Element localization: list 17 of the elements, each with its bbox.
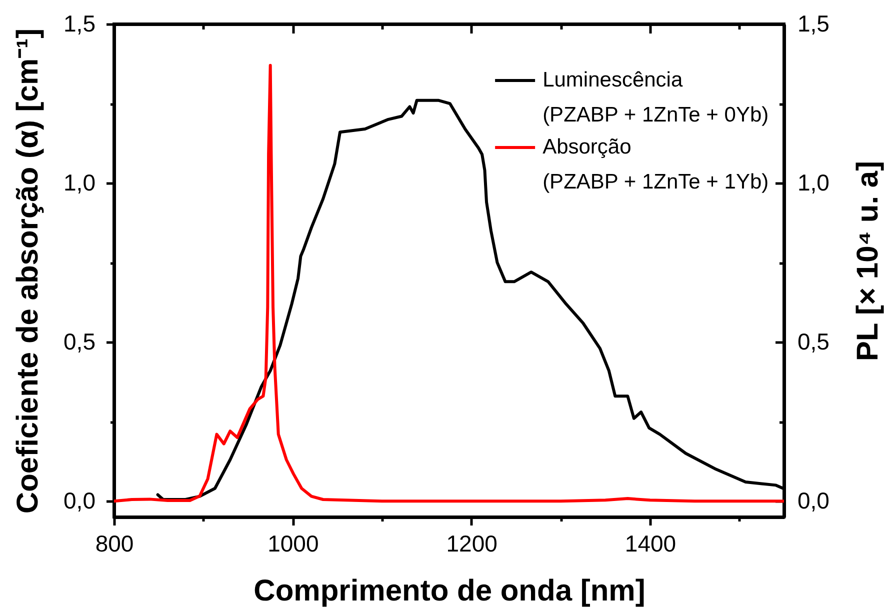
y2-axis-title: PL [× 10⁴ u. a] [851, 160, 884, 362]
y-tick-label: 0,5 [64, 328, 96, 355]
x-tick-label: 1400 [624, 530, 676, 556]
y2-tick-label: 1,0 [798, 170, 830, 196]
y-tick-label: 0,0 [64, 488, 96, 514]
y-tick-label: 1,5 [64, 10, 96, 36]
legend-label: Luminescência (PZABP + 1ZnTe + 0Yb) [542, 68, 769, 126]
x-axis-title: Comprimento de onda [nm] [254, 574, 646, 608]
y-tick-label: 1,0 [64, 170, 96, 196]
y2-tick-label: 0,5 [798, 328, 830, 355]
x-tick-label: 1000 [268, 530, 319, 556]
y-axis-title: Coeficiente de absorção (α) [cm⁻¹] [12, 28, 45, 514]
y2-tick-label: 0,0 [798, 488, 830, 514]
legend-label: Absorção (PZABP + 1ZnTe + 1Yb) [542, 136, 769, 194]
x-tick-label: 800 [95, 530, 134, 556]
x-tick-label: 1200 [446, 530, 498, 556]
y2-tick-label: 1,5 [798, 10, 830, 36]
